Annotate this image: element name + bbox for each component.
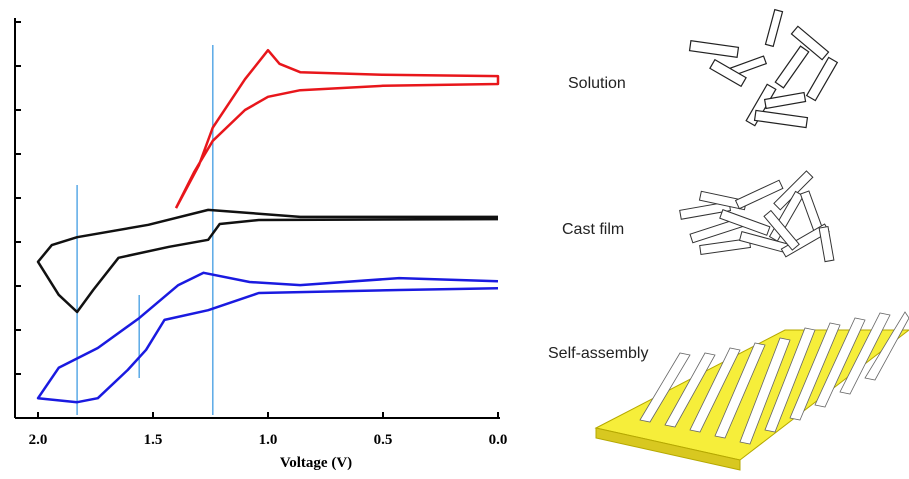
x-tick-label: 0.5 (374, 432, 393, 448)
page: {"chart_data": {"type": "line", "x_label… (0, 0, 909, 479)
x-tick-label: 1.0 (259, 432, 278, 448)
self-assembly (596, 312, 909, 470)
cv-curve (38, 273, 498, 402)
cv-curve (176, 50, 498, 208)
annotation: Cast film (562, 221, 624, 238)
annotation: Solution (568, 75, 626, 92)
x-tick-label: 2.0 (29, 432, 48, 448)
annotation: Self-assembly (548, 345, 648, 362)
cv-curve (38, 210, 498, 312)
solution-rods (690, 10, 838, 128)
x-axis-label: Voltage (V) (280, 455, 352, 471)
x-tick-label: 1.5 (144, 432, 163, 448)
cast-film-rods (680, 171, 834, 262)
x-tick-label: 0.0 (489, 432, 508, 448)
figure: Voltage (V) Solution Cast film Self-asse… (0, 0, 909, 479)
